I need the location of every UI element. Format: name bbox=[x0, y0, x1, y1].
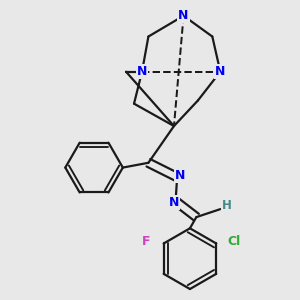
Text: Cl: Cl bbox=[227, 236, 240, 248]
Text: N: N bbox=[175, 169, 185, 182]
Text: N: N bbox=[178, 9, 189, 22]
Text: F: F bbox=[142, 236, 150, 248]
Text: H: H bbox=[222, 200, 232, 212]
Text: N: N bbox=[215, 65, 226, 78]
Text: N: N bbox=[169, 196, 179, 209]
Text: N: N bbox=[137, 65, 147, 78]
